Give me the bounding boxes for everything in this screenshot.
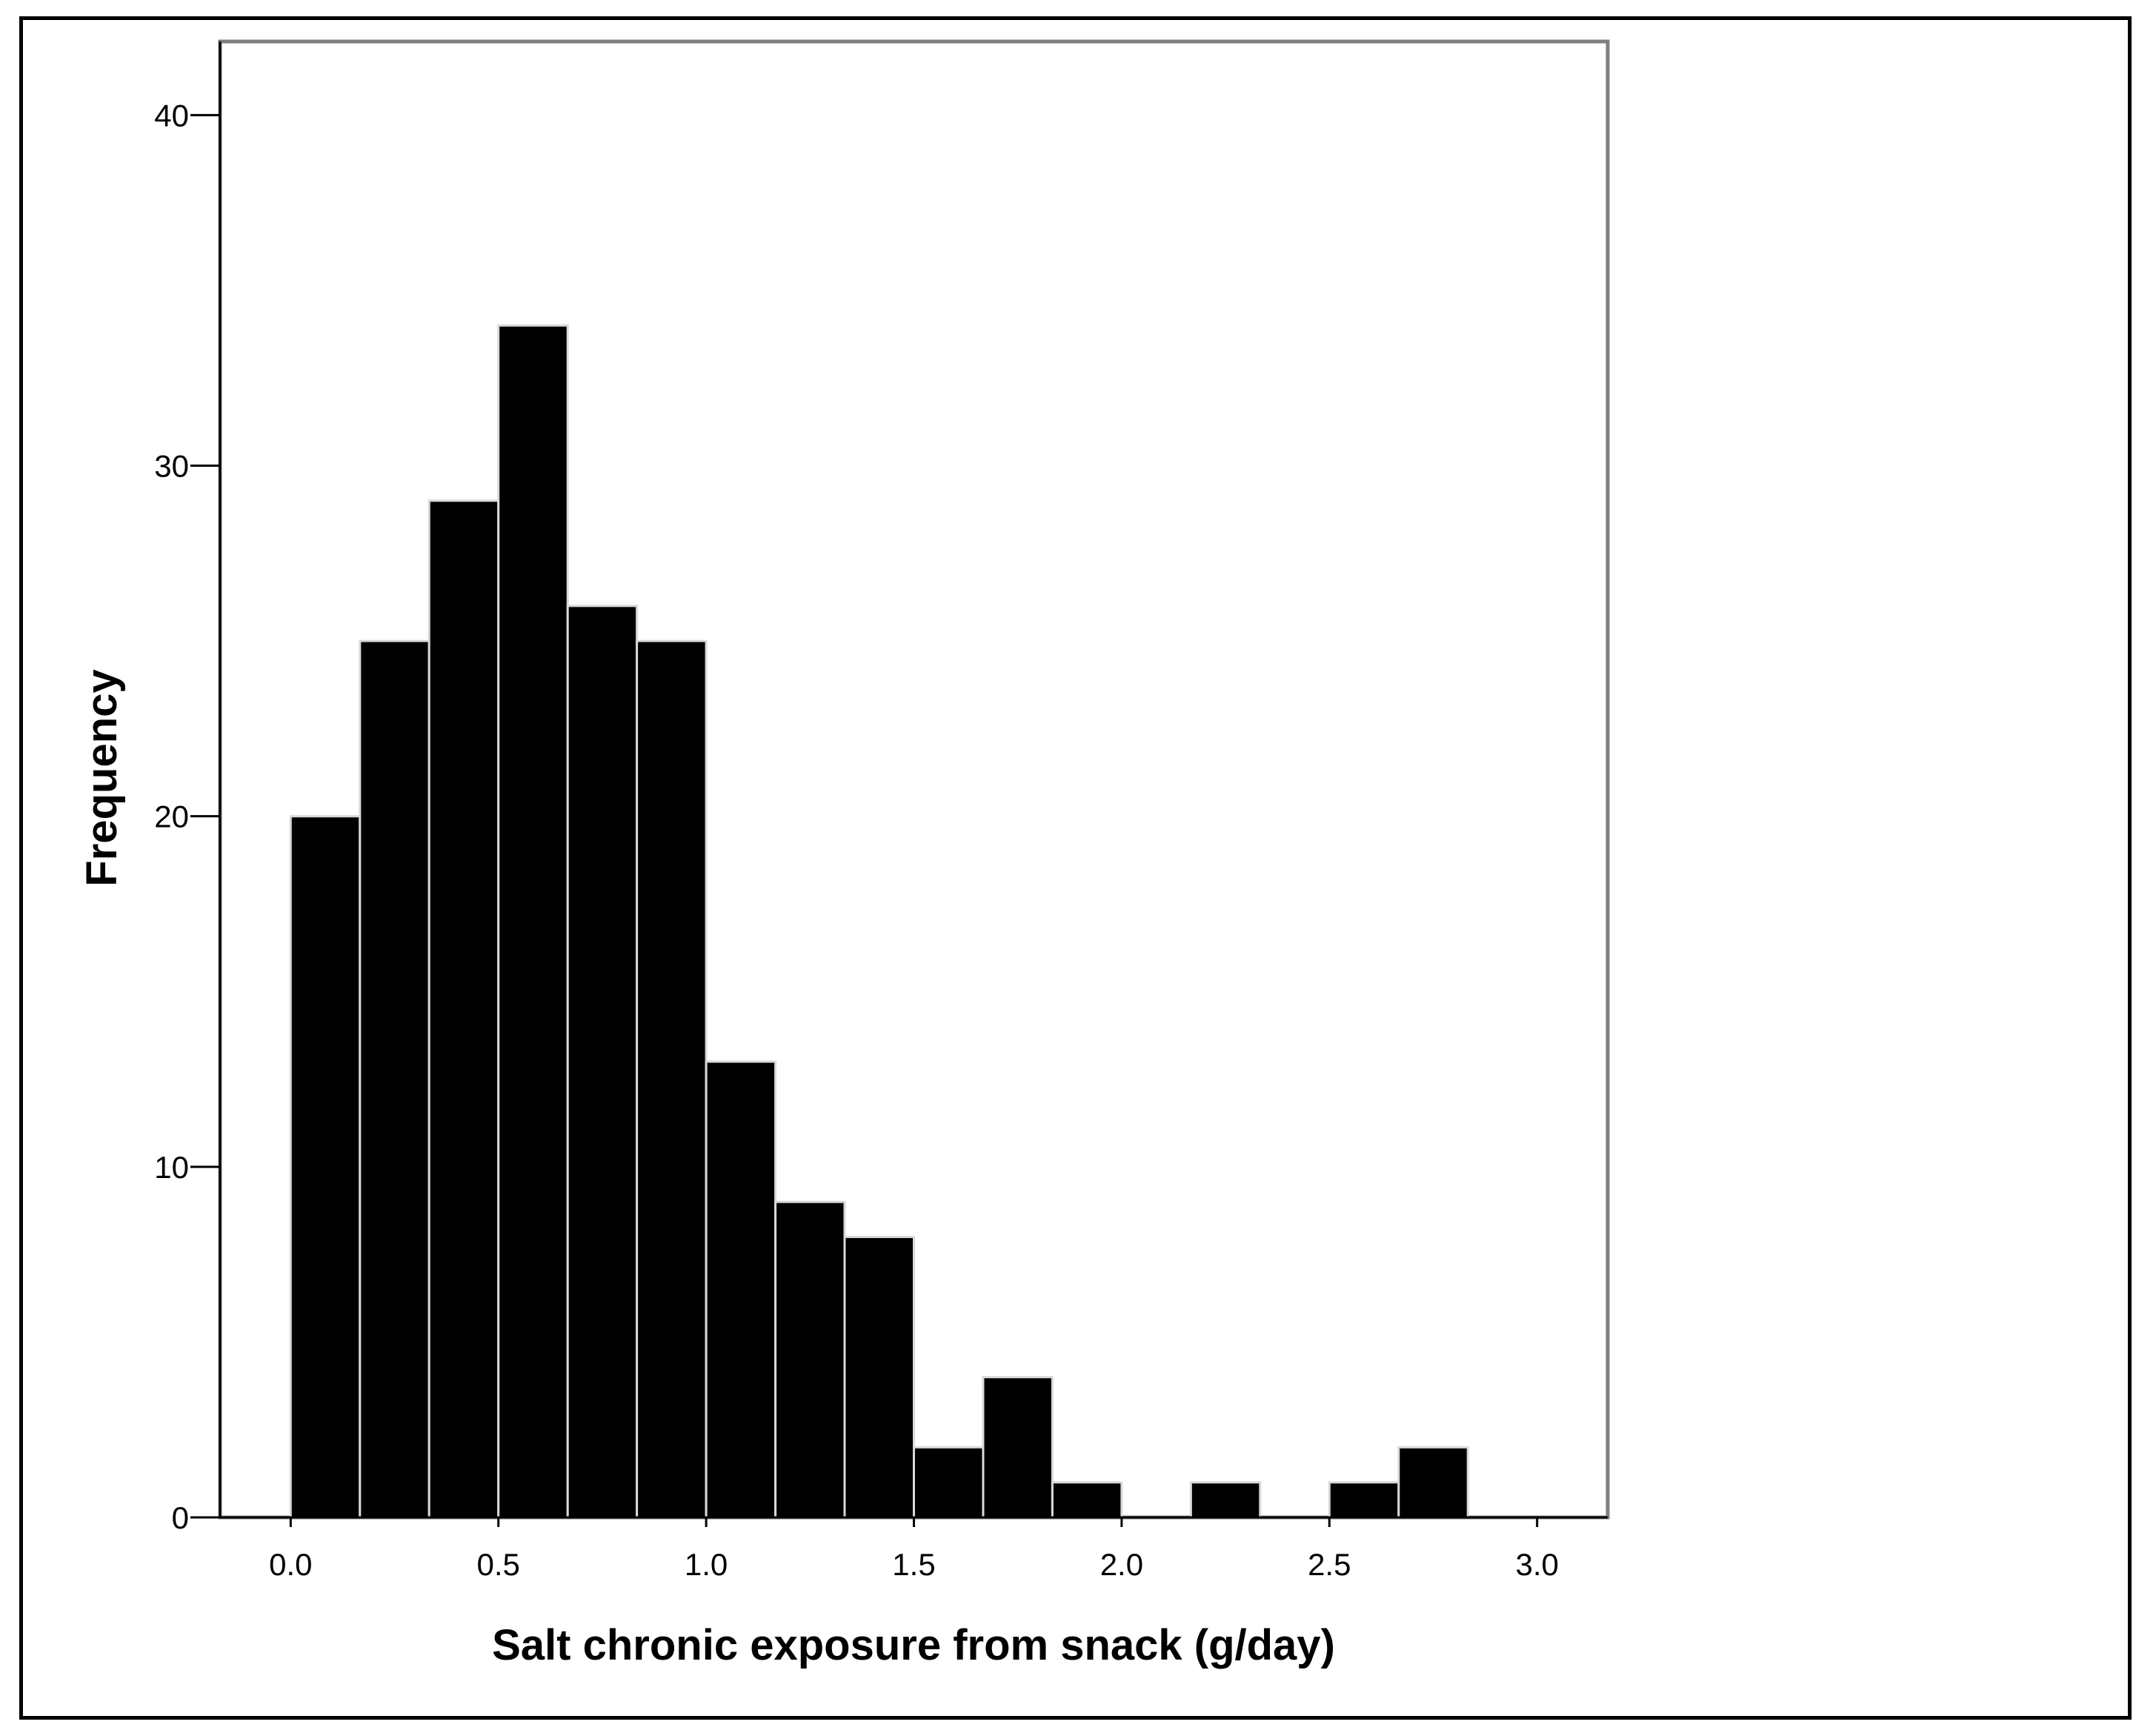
histogram-bar: [427, 499, 500, 1519]
histogram-bar: [705, 1060, 777, 1519]
x-tick-label: 1.0: [685, 1547, 728, 1582]
histogram-bar: [497, 324, 569, 1519]
histogram-bar: [1397, 1446, 1469, 1519]
x-tick-label: 0.5: [477, 1547, 520, 1582]
figure-frame: [19, 16, 2132, 1720]
histogram-bar: [982, 1376, 1054, 1519]
x-tick-label: 2.5: [1308, 1547, 1351, 1582]
axes-layer: 0.0 0.5 1.0 1.5 2.0 2.5 3.0 0 10 20 30 40: [154, 41, 1608, 1582]
histogram-bar: [913, 1446, 985, 1519]
histogram-bar: [636, 639, 708, 1519]
histogram-bar: [289, 815, 362, 1519]
y-tick-label: 0: [172, 1500, 189, 1535]
x-axis-title: Salt chronic exposure from snack (g/day): [492, 1621, 1335, 1669]
y-axis-title: Frequency: [78, 669, 126, 886]
histogram-bar: [359, 639, 430, 1519]
y-tick-label: 40: [154, 98, 189, 133]
x-tick-label: 0.0: [269, 1547, 312, 1582]
x-tick-label: 2.0: [1100, 1547, 1143, 1582]
x-tick-label: 3.0: [1515, 1547, 1558, 1582]
y-tick-label: 30: [154, 449, 189, 484]
histogram-bar: [566, 605, 639, 1519]
y-tick-label: 10: [154, 1150, 189, 1185]
histogram-bar: [1328, 1481, 1400, 1519]
histogram-bar: [843, 1236, 915, 1519]
histogram-bar: [1051, 1481, 1123, 1519]
x-tick-label: 1.5: [892, 1547, 935, 1582]
y-tick-label: 20: [154, 799, 189, 834]
histogram-bar: [774, 1200, 846, 1519]
histogram-bar: [1189, 1481, 1262, 1519]
